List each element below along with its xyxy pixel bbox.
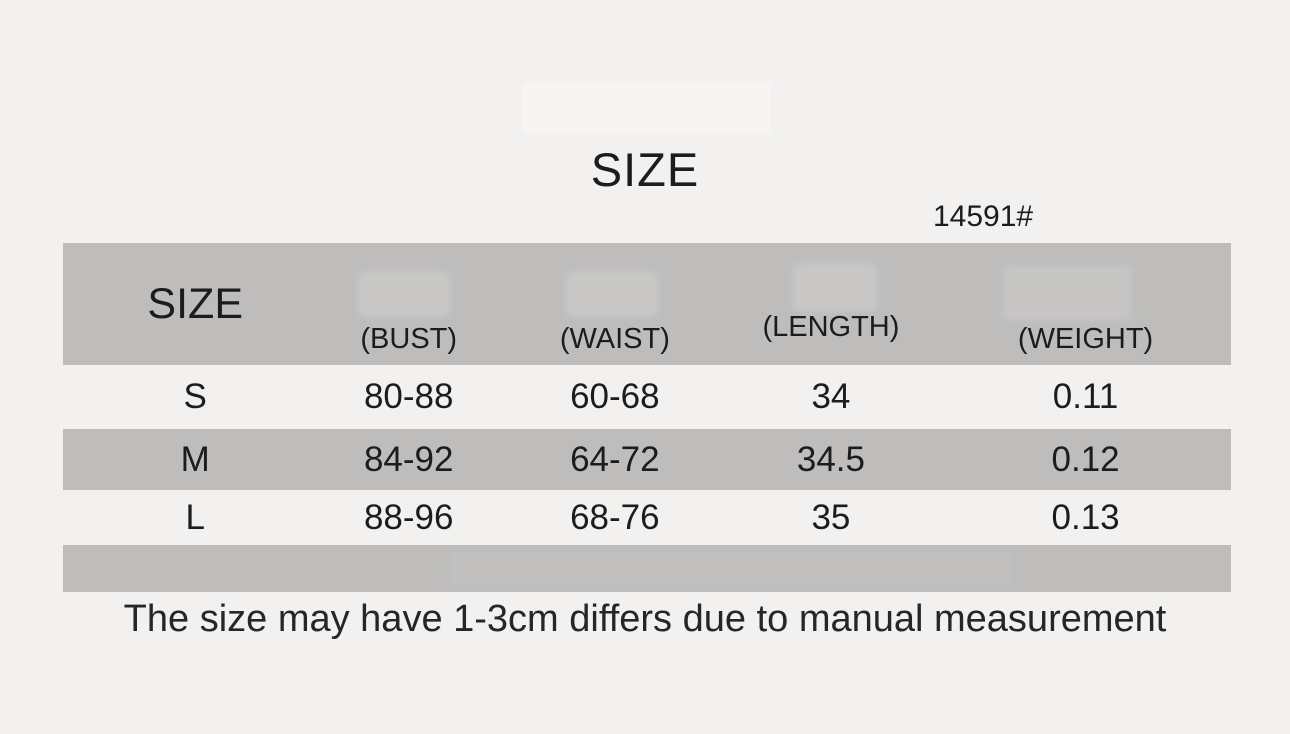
style-number: 14591#	[933, 200, 1034, 233]
erased-text-patch-waist	[566, 271, 658, 317]
erased-text-patch-length	[793, 263, 877, 311]
table-row-m: M 84-92 64-72 34.5 0.12	[63, 429, 1231, 490]
waist-cell: 68-76	[570, 497, 660, 537]
column-header-waist: (WAIST)	[559, 323, 670, 355]
weight-cell: 0.12	[1051, 439, 1120, 479]
weight-cell: 0.13	[1051, 497, 1120, 537]
length-cell: 34.5	[796, 439, 865, 479]
weight-cell: 0.11	[1052, 377, 1119, 416]
size-cell: L	[185, 497, 205, 537]
erased-text-patch-weight	[1003, 266, 1131, 320]
bust-cell: 80-88	[363, 377, 454, 416]
length-cell: 34	[811, 377, 851, 416]
table-row-s: S 80-88 60-68 34 0.11	[63, 365, 1231, 429]
erased-text-patch-footer	[450, 551, 1010, 585]
table-row-l: L 88-96 68-76 35 0.13	[63, 490, 1231, 545]
column-header-weight: (WEIGHT)	[1017, 323, 1154, 355]
column-header-length: (LENGTH)	[762, 311, 900, 343]
page-title: SIZE	[590, 143, 700, 196]
erased-text-patch-bust	[358, 271, 450, 317]
waist-cell: 60-68	[570, 377, 660, 416]
size-cell: S	[183, 377, 207, 416]
column-header-size: SIZE	[147, 279, 243, 328]
length-cell: 35	[811, 497, 851, 537]
bust-cell: 84-92	[363, 439, 454, 479]
column-header-bust: (BUST)	[360, 323, 458, 355]
waist-cell: 64-72	[570, 439, 660, 479]
size-cell: M	[180, 439, 210, 479]
measurement-footnote: The size may have 1-3cm differs due to m…	[123, 598, 1167, 640]
erased-watermark-patch	[523, 83, 771, 133]
bust-cell: 88-96	[363, 497, 454, 537]
